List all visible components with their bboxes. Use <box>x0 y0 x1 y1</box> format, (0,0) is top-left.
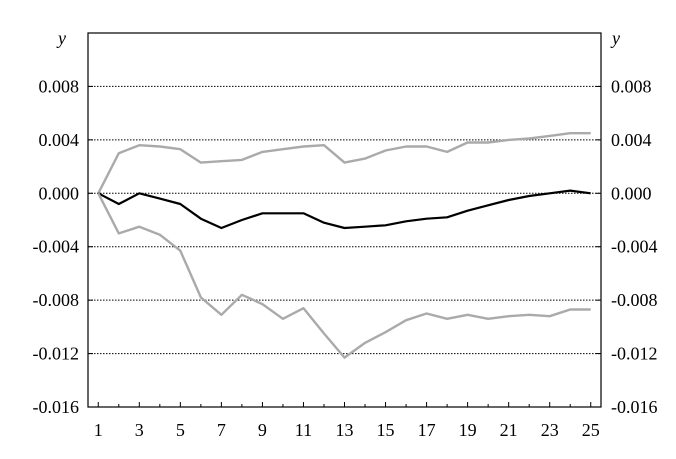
y-tick-label-right: -0.008 <box>611 290 658 310</box>
x-tick-label: 15 <box>377 420 395 440</box>
x-tick-label: 1 <box>94 420 103 440</box>
series-line-upper-band <box>97 131 591 194</box>
ticks <box>88 85 601 408</box>
y-tick-label-right: 0.004 <box>611 130 652 150</box>
x-tick-label: 11 <box>295 420 312 440</box>
x-tick-label: 3 <box>135 420 144 440</box>
y-tick-label-left: -0.008 <box>33 290 80 310</box>
y-tick-label-right: -0.012 <box>611 344 658 364</box>
plot-frame <box>87 32 602 408</box>
x-tick-label: 19 <box>459 420 477 440</box>
y-tick-label-right: -0.016 <box>611 397 658 417</box>
y-tick-label-right: 0.000 <box>611 183 652 203</box>
x-tick-label: 5 <box>176 420 185 440</box>
gridlines <box>88 85 601 355</box>
y-axis-label-right: y <box>610 28 620 48</box>
x-tick-label: 17 <box>418 420 436 440</box>
series-lines <box>97 131 591 359</box>
y-tick-label-right: 0.008 <box>611 76 652 96</box>
x-tick-label: 23 <box>541 420 559 440</box>
x-tick-label: 21 <box>500 420 518 440</box>
y-tick-label-left: -0.004 <box>33 237 80 257</box>
x-tick-label: 7 <box>217 420 226 440</box>
x-tick-label: 9 <box>258 420 267 440</box>
y-tick-label-left: -0.012 <box>33 344 80 364</box>
y-tick-label-left: 0.000 <box>39 183 80 203</box>
series-line-point-estimate <box>97 189 591 230</box>
y-tick-label-right: -0.004 <box>611 237 658 257</box>
y-tick-label-left: 0.008 <box>39 76 80 96</box>
x-tick-label: 13 <box>336 420 354 440</box>
x-tick-label: 25 <box>582 420 600 440</box>
series-line-lower-band <box>97 192 591 359</box>
tick-labels: 0.008 0.008 0.004 0.004 0.000 0.000 -0.004 -0.0… <box>33 76 658 440</box>
y-tick-label-left: 0.004 <box>39 130 80 150</box>
y-tick-label-left: -0.016 <box>33 397 80 417</box>
y-axis-label-left: y <box>56 28 66 48</box>
